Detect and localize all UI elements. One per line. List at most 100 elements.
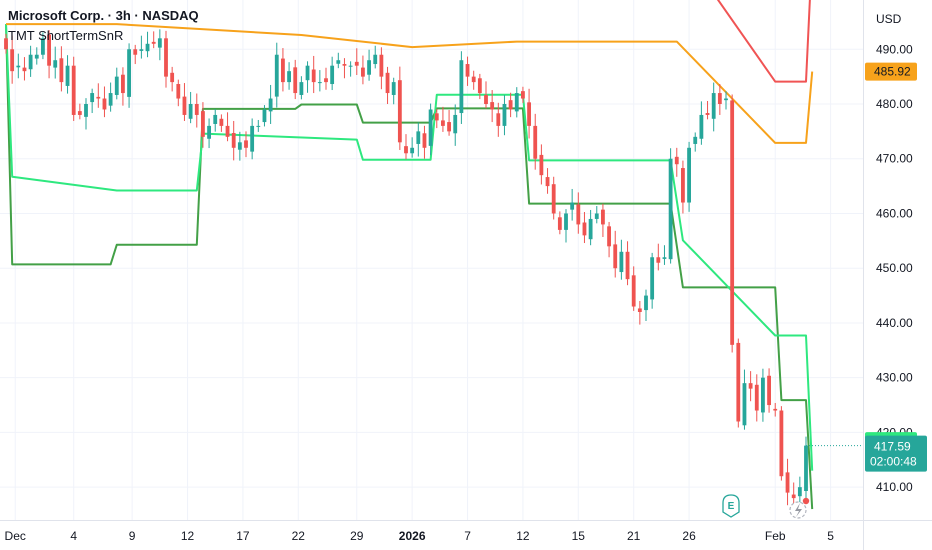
- candle-body: [582, 222, 587, 236]
- price-tick-label: 450.00: [876, 261, 913, 275]
- candle-body: [717, 93, 722, 104]
- candle-body: [250, 125, 255, 152]
- resistance-outer-line: [716, 0, 811, 83]
- candle-body: [742, 383, 747, 426]
- candle-body: [730, 100, 735, 345]
- candle-body: [96, 96, 101, 99]
- candle-body: [65, 65, 70, 86]
- symbol-title[interactable]: Microsoft Corp. · 3h · NASDAQ: [8, 8, 199, 23]
- candle-body: [724, 98, 728, 101]
- candle-body: [201, 111, 205, 137]
- time-tick-label: 4: [70, 529, 77, 543]
- candle-body: [274, 54, 279, 97]
- resistance-inner-tag: [865, 62, 917, 81]
- candle-body: [225, 125, 230, 137]
- candle-body: [416, 131, 421, 144]
- time-tick-label: 9: [129, 529, 136, 543]
- candle-body: [102, 98, 107, 110]
- candle-body: [293, 67, 298, 94]
- candle-body: [631, 275, 636, 307]
- candle-body: [121, 74, 125, 94]
- candle-body: [545, 177, 550, 187]
- candle-body: [114, 76, 119, 95]
- candle-body: [336, 60, 341, 64]
- earnings-e-icon[interactable]: E: [722, 494, 740, 518]
- candle-body: [748, 383, 753, 389]
- candle-body: [262, 109, 267, 123]
- candle-body: [373, 54, 378, 65]
- candle-body: [164, 38, 168, 77]
- time-tick-label: 2026: [399, 529, 426, 543]
- time-tick-label: 26: [682, 529, 696, 543]
- candle-body: [305, 65, 310, 81]
- candle-body: [791, 494, 796, 499]
- candle-body: [34, 54, 39, 59]
- candle-body: [564, 213, 568, 230]
- candle-body: [539, 154, 544, 176]
- candle-body: [477, 78, 482, 94]
- candle-body: [674, 156, 679, 165]
- candle-body: [237, 142, 242, 150]
- candle-body: [311, 69, 316, 83]
- candle-body: [367, 60, 371, 75]
- currency-label[interactable]: USD: [876, 12, 902, 26]
- candle-body: [785, 472, 790, 493]
- candle-body: [447, 122, 451, 132]
- candle-body: [551, 184, 556, 214]
- candle-body: [324, 78, 328, 83]
- resistance-inner-line: [6, 23, 814, 144]
- candle-body: [490, 102, 495, 110]
- price-tick-label: 490.00: [876, 42, 913, 56]
- candle-body: [508, 100, 513, 110]
- candle-body: [773, 408, 778, 411]
- candle-body: [613, 244, 618, 269]
- event-markers[interactable]: E: [722, 494, 810, 519]
- price-tick-label: 410.00: [876, 480, 913, 494]
- candle-body: [570, 202, 575, 210]
- candle-body: [348, 65, 353, 67]
- candle-body: [754, 384, 759, 411]
- candle-body: [496, 113, 501, 126]
- support-outer-line: [5, 24, 814, 510]
- time-tick-label: 21: [627, 529, 641, 543]
- candle-body: [194, 104, 199, 115]
- countdown-label: 02:00:48: [870, 455, 917, 469]
- candle-body: [625, 251, 630, 280]
- candle-body: [434, 113, 439, 121]
- candle-body: [459, 60, 464, 114]
- time-tick-label: 12: [516, 529, 530, 543]
- candle-body: [705, 113, 710, 115]
- candle-body: [299, 82, 304, 95]
- price-axis[interactable]: USD 410.00420.00430.00440.00450.00460.00…: [876, 12, 913, 494]
- indicator-title[interactable]: TMT ShortTermSnR: [8, 28, 124, 43]
- candle-body: [16, 65, 21, 68]
- candle-body: [588, 218, 593, 240]
- candle-body: [53, 60, 58, 68]
- last-price-label: 417.59: [874, 440, 911, 454]
- candle-body: [619, 251, 624, 273]
- candle-body: [361, 67, 365, 77]
- candle-body: [317, 82, 322, 84]
- price-tick-label: 430.00: [876, 371, 913, 385]
- candle-body: [281, 58, 285, 83]
- candle-body: [465, 64, 470, 77]
- candle-body: [71, 65, 76, 115]
- candle-body: [391, 82, 396, 95]
- candle-body: [219, 118, 224, 126]
- time-tick-label: 17: [236, 529, 250, 543]
- lightning-icon[interactable]: [789, 497, 810, 519]
- time-tick-label: 29: [350, 529, 364, 543]
- candle-body: [693, 136, 698, 144]
- candle-body: [207, 125, 211, 139]
- candle-body: [379, 54, 384, 77]
- candle-body: [47, 34, 51, 66]
- candle-body: [594, 213, 599, 219]
- time-tick-label: Dec: [5, 529, 26, 543]
- candle-body: [484, 94, 488, 104]
- candle-body: [330, 65, 335, 85]
- time-axis[interactable]: Dec 4 9 12 17 22 29 2026 7 12 15 21 26 Feb 5: [5, 529, 835, 543]
- price-tick-label: 460.00: [876, 206, 913, 220]
- candle-body: [428, 109, 433, 146]
